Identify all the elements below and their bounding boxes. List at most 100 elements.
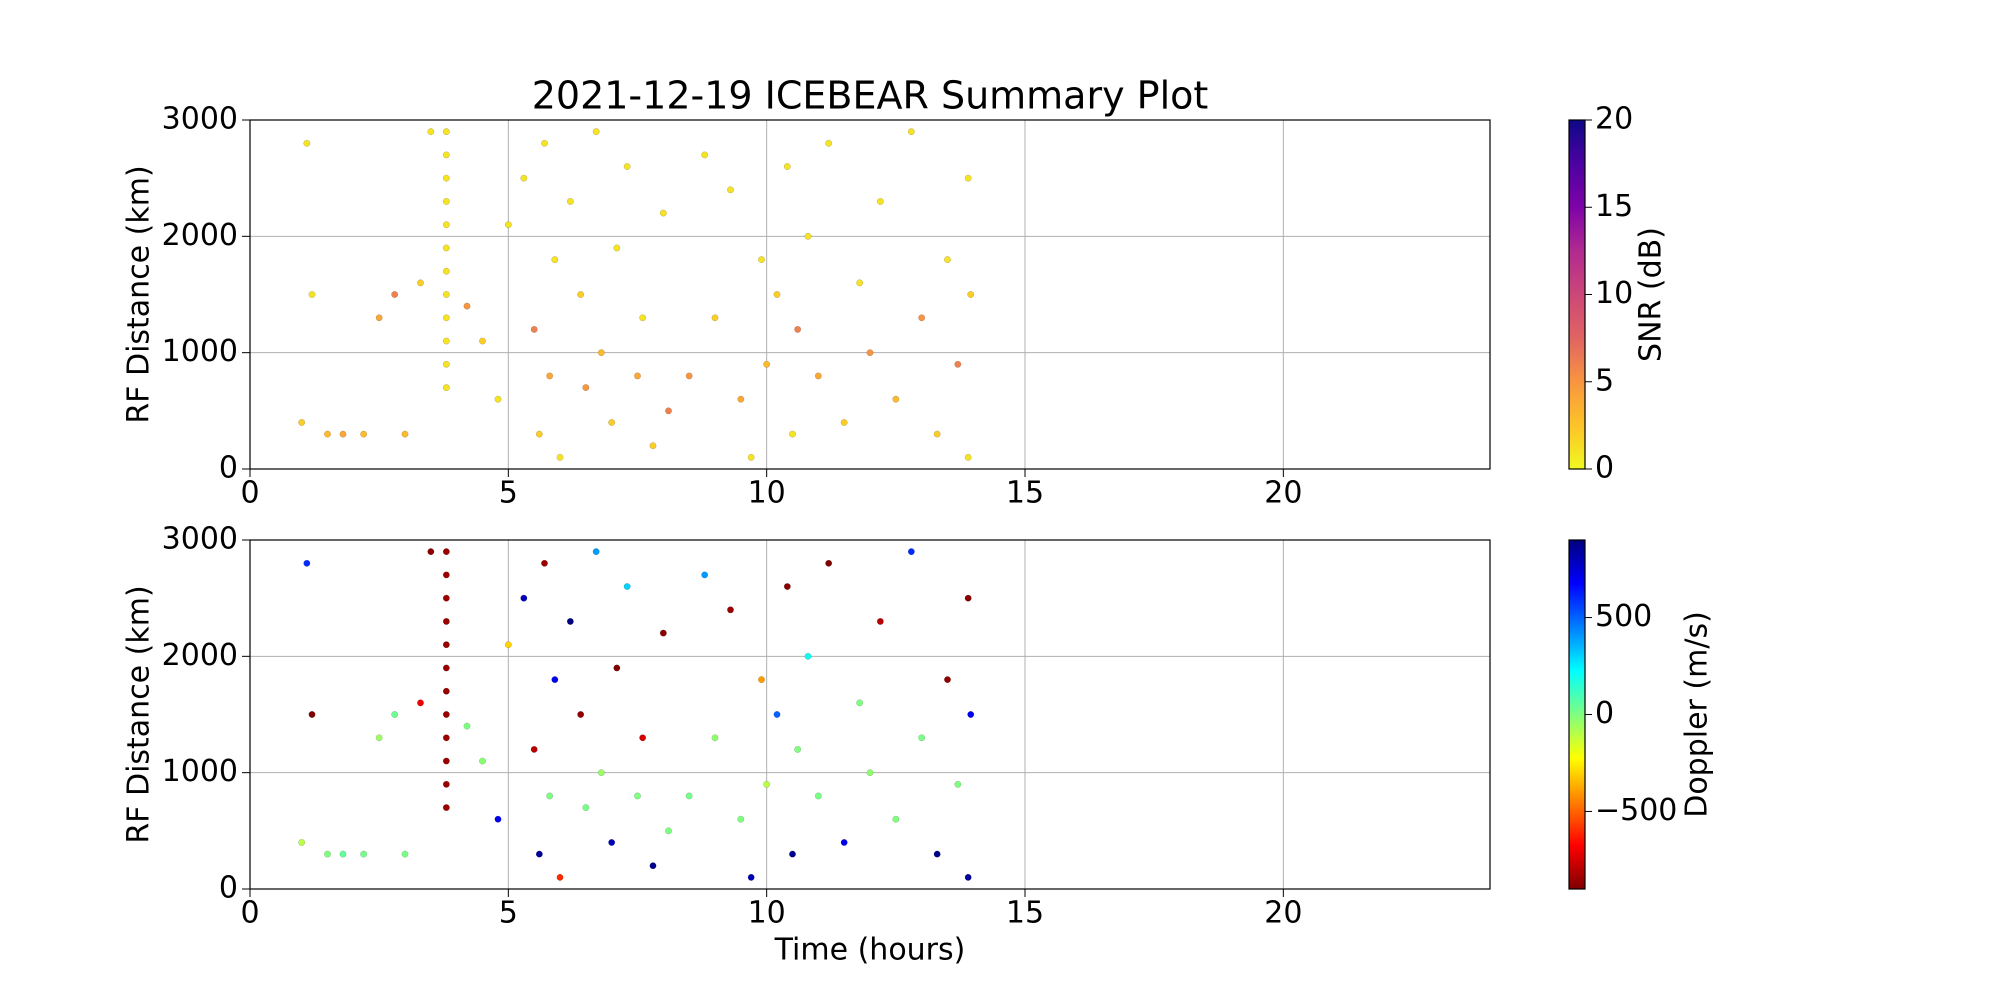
point bbox=[964, 594, 972, 602]
point bbox=[814, 372, 822, 380]
point bbox=[308, 711, 316, 718]
point bbox=[773, 711, 781, 718]
point bbox=[442, 128, 450, 136]
point bbox=[639, 314, 647, 322]
point bbox=[592, 548, 600, 556]
x-tick-label: 20 bbox=[1264, 896, 1302, 931]
point bbox=[954, 780, 962, 788]
point bbox=[551, 676, 559, 684]
y-axis-label: RF Distance (km) bbox=[122, 585, 157, 843]
point bbox=[649, 442, 657, 450]
point bbox=[566, 617, 574, 625]
point bbox=[530, 745, 538, 753]
point bbox=[577, 711, 585, 718]
point bbox=[876, 197, 884, 205]
x-tick-label: 0 bbox=[240, 896, 259, 931]
point bbox=[763, 780, 771, 788]
point bbox=[907, 128, 915, 136]
point bbox=[401, 430, 409, 438]
x-axis-label: Time (hours) bbox=[774, 933, 966, 968]
point bbox=[758, 256, 765, 264]
point bbox=[442, 384, 450, 392]
point bbox=[494, 815, 502, 823]
y-tick-label: 2000 bbox=[162, 218, 238, 253]
point bbox=[442, 360, 450, 368]
point bbox=[546, 792, 554, 800]
point bbox=[535, 430, 543, 438]
point bbox=[623, 163, 631, 170]
point bbox=[613, 664, 621, 672]
point bbox=[967, 711, 975, 718]
colorbar-tick-label: 0 bbox=[1595, 696, 1614, 731]
point bbox=[856, 279, 864, 287]
point bbox=[442, 291, 450, 298]
point bbox=[967, 291, 975, 298]
point bbox=[577, 291, 585, 298]
point bbox=[360, 850, 368, 858]
point bbox=[442, 664, 450, 672]
point bbox=[665, 407, 672, 415]
point bbox=[324, 850, 331, 858]
point bbox=[727, 606, 734, 614]
point bbox=[442, 548, 450, 556]
point bbox=[634, 372, 641, 380]
y-axis-label: RF Distance (km) bbox=[122, 165, 157, 423]
y-tick-label: 1000 bbox=[162, 334, 238, 369]
point bbox=[964, 174, 972, 182]
point bbox=[479, 757, 486, 765]
point bbox=[442, 337, 450, 345]
point bbox=[298, 839, 306, 846]
colorbar bbox=[1568, 539, 1586, 890]
point bbox=[933, 850, 941, 858]
point bbox=[685, 792, 693, 800]
point bbox=[442, 711, 450, 718]
colorbar-tick-label: 500 bbox=[1595, 599, 1652, 634]
axes-frame bbox=[249, 539, 1491, 890]
point bbox=[649, 862, 657, 870]
point bbox=[866, 349, 874, 357]
point bbox=[608, 839, 616, 846]
point bbox=[463, 722, 471, 730]
point bbox=[665, 827, 672, 835]
y-tick-label: 3000 bbox=[162, 102, 238, 137]
point bbox=[876, 617, 884, 625]
point bbox=[520, 174, 528, 182]
colorbar-tick-label: −500 bbox=[1595, 793, 1677, 828]
point bbox=[711, 314, 719, 322]
point bbox=[856, 699, 864, 707]
point bbox=[789, 430, 796, 438]
point bbox=[541, 139, 548, 147]
point bbox=[556, 873, 564, 881]
x-tick-label: 5 bbox=[499, 896, 518, 931]
point bbox=[442, 757, 450, 765]
point bbox=[442, 174, 450, 182]
colorbar bbox=[1568, 119, 1586, 470]
point bbox=[566, 197, 574, 205]
point bbox=[727, 186, 734, 194]
colorbar-label: SNR (dB) bbox=[1634, 227, 1669, 362]
point bbox=[442, 151, 450, 159]
plot-area bbox=[250, 120, 1490, 469]
point bbox=[504, 641, 512, 649]
point bbox=[442, 314, 450, 322]
point bbox=[918, 314, 926, 322]
x-tick-label: 0 bbox=[240, 476, 259, 511]
point bbox=[892, 815, 900, 823]
point bbox=[303, 559, 311, 567]
axes-frame bbox=[249, 119, 1491, 470]
point bbox=[442, 244, 450, 252]
y-tick-label: 3000 bbox=[162, 522, 238, 557]
point bbox=[391, 291, 399, 298]
point bbox=[592, 128, 600, 136]
point bbox=[747, 453, 755, 461]
x-tick-label: 15 bbox=[1006, 896, 1044, 931]
colorbar-label: Doppler (m/s) bbox=[1680, 611, 1715, 818]
point bbox=[789, 850, 796, 858]
point bbox=[747, 873, 755, 881]
point bbox=[608, 419, 616, 426]
point bbox=[442, 571, 450, 579]
point bbox=[401, 850, 409, 858]
point bbox=[556, 453, 564, 461]
point bbox=[623, 583, 631, 590]
point bbox=[479, 337, 486, 345]
